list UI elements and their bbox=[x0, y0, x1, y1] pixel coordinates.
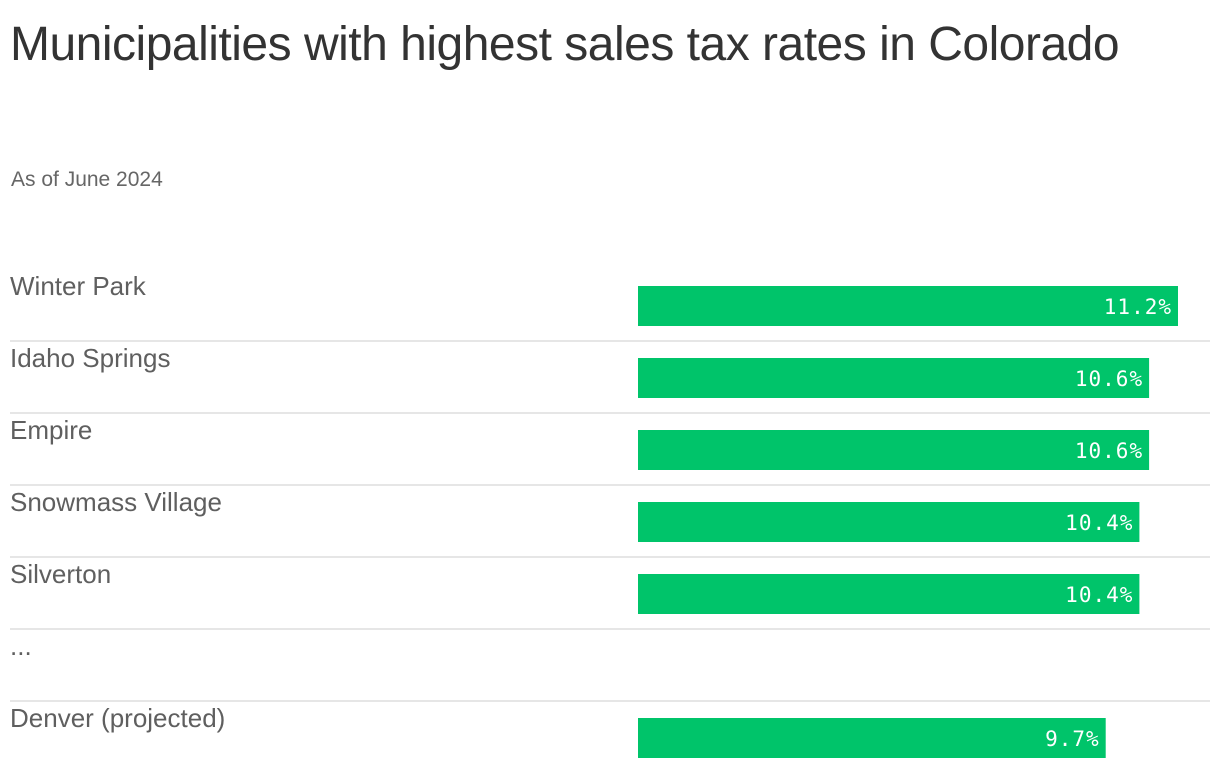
row-label: Snowmass Village bbox=[10, 487, 222, 517]
bar-value-label: 10.6% bbox=[1075, 439, 1143, 463]
bar-value-label: 11.2% bbox=[1104, 295, 1172, 319]
bar-row: Winter Park 11.2% bbox=[10, 271, 1178, 326]
bar bbox=[638, 430, 1150, 470]
row-label: Denver (projected) bbox=[10, 703, 225, 733]
bar-value-label: 10.6% bbox=[1075, 367, 1143, 391]
bar-row: ... bbox=[10, 631, 32, 661]
bar-value-label: 9.7% bbox=[1045, 727, 1100, 751]
row-label: Idaho Springs bbox=[10, 343, 170, 373]
bar-value-label: 10.4% bbox=[1065, 583, 1133, 607]
bar bbox=[638, 286, 1178, 326]
chart-subtitle: As of June 2024 bbox=[11, 168, 163, 191]
bar-row: Idaho Springs 10.6% bbox=[10, 343, 1150, 398]
bar-row: Empire 10.6% bbox=[10, 415, 1150, 470]
bar bbox=[638, 718, 1106, 758]
bar-row: Snowmass Village 10.4% bbox=[10, 487, 1140, 542]
chart-title: Municipalities with highest sales tax ra… bbox=[10, 18, 1120, 71]
bar bbox=[638, 358, 1150, 398]
row-label: Silverton bbox=[10, 559, 111, 589]
bar bbox=[638, 574, 1140, 614]
bar-row: Denver (projected) 9.7% bbox=[10, 703, 1106, 758]
row-label: ... bbox=[10, 631, 32, 661]
bar-value-label: 10.4% bbox=[1065, 511, 1133, 535]
row-label: Winter Park bbox=[10, 271, 147, 301]
row-label: Empire bbox=[10, 415, 92, 445]
bar bbox=[638, 502, 1140, 542]
bar-row: Silverton 10.4% bbox=[10, 559, 1140, 614]
